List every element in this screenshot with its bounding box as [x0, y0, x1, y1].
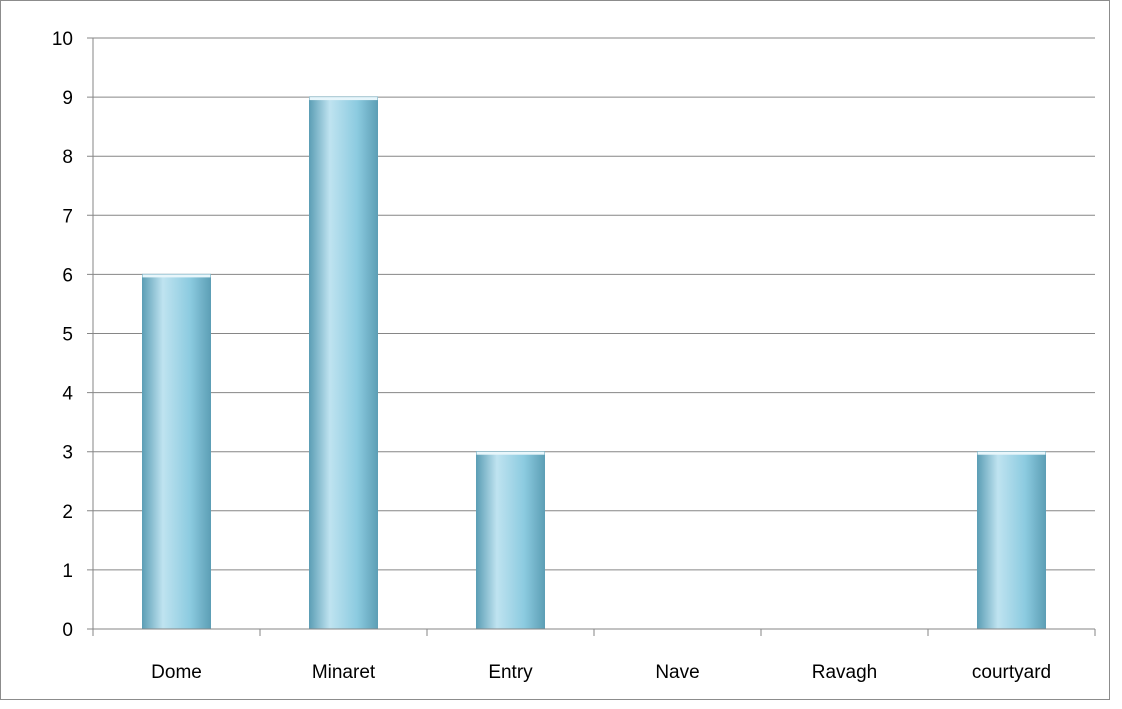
- labels: 0 1 2 3 4 5 6 7 8 9 10 Dome Minaret Entry Nave Ravagh co…: [52, 29, 1051, 683]
- y-tick-label: 0: [62, 620, 73, 641]
- bar-chart: 0 1 2 3 4 5 6 7 8 9 10 Dome Minaret Entry Nave Ravagh co…: [52, 29, 1096, 683]
- y-tick-label: 10: [52, 29, 73, 50]
- y-tick-label: 4: [62, 384, 73, 405]
- bar-top-highlight: [142, 274, 211, 278]
- x-category-label: Entry: [488, 662, 533, 683]
- y-tick-label: 7: [62, 206, 73, 227]
- bar-minaret: [309, 96, 378, 630]
- y-tick-label: 8: [62, 147, 73, 168]
- bar-top-highlight: [476, 451, 545, 455]
- bars: [142, 96, 1046, 630]
- bar-top-highlight: [309, 97, 378, 101]
- x-category-label: Ravagh: [812, 662, 878, 683]
- y-tick-label: 5: [62, 325, 73, 346]
- x-category-label: Dome: [151, 662, 202, 683]
- bar-top-highlight: [977, 451, 1046, 455]
- bar-dome: [142, 273, 211, 630]
- y-tick-label: 6: [62, 265, 73, 286]
- axes: [87, 38, 1096, 636]
- y-tick-label: 2: [62, 502, 73, 523]
- chart-frame: 0 1 2 3 4 5 6 7 8 9 10 Dome Minaret Entry Nave Ravagh co…: [0, 0, 1110, 700]
- y-tick-label: 3: [62, 443, 73, 464]
- x-category-label: courtyard: [972, 662, 1051, 683]
- gridlines: [87, 37, 1095, 571]
- y-tick-label: 1: [62, 561, 73, 582]
- bar-entry: [476, 451, 545, 630]
- bar-courtyard: [977, 451, 1046, 630]
- x-category-label: Minaret: [312, 662, 376, 683]
- x-category-label: Nave: [655, 662, 699, 683]
- y-tick-label: 9: [62, 88, 73, 109]
